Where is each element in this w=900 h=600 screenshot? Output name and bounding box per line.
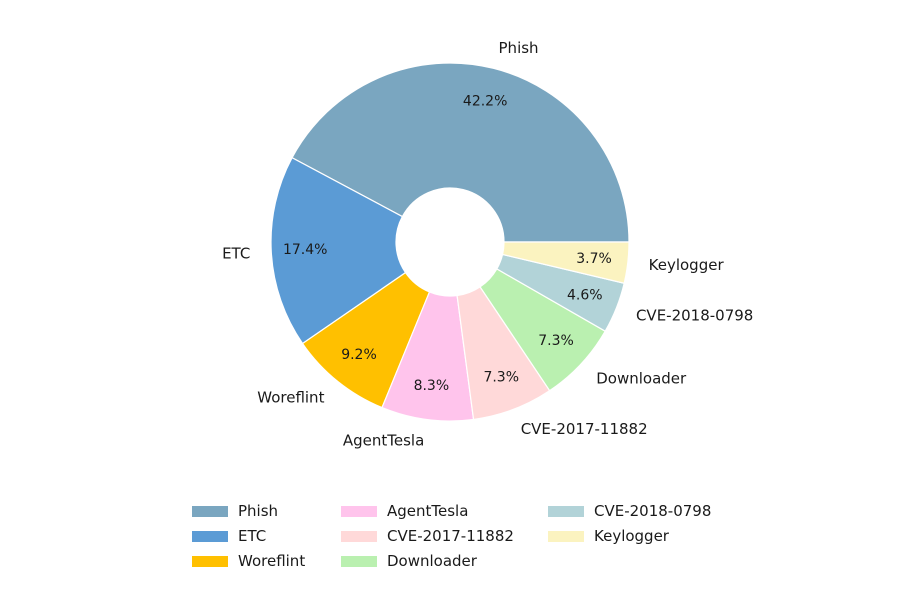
- legend-label-cve-2017-11882: CVE-2017-11882: [387, 527, 514, 545]
- legend-item-woreflint: Woreflint: [192, 552, 305, 570]
- category-label-cve-2018-0798: CVE-2018-0798: [636, 307, 753, 325]
- category-label-downloader: Downloader: [596, 369, 687, 387]
- legend-item-keylogger: Keylogger: [548, 527, 670, 545]
- category-label-woreflint: Woreflint: [257, 389, 324, 407]
- legend-item-cve-2018-0798: CVE-2018-0798: [548, 502, 711, 520]
- percent-labels-layer: 42.2% 17.4% 9.2% 8.3% 7.3% 7.3% 4.6% 3.7%: [283, 93, 612, 393]
- percent-label-keylogger: 3.7%: [576, 251, 612, 267]
- legend-swatch-downloader: [341, 556, 377, 567]
- legend-label-cve-2018-0798: CVE-2018-0798: [594, 502, 711, 520]
- slice-keylogger: [501, 241, 630, 284]
- category-label-agenttesla: AgentTesla: [343, 431, 424, 449]
- category-label-phish: Phish: [499, 39, 539, 57]
- category-labels-layer: Phish ETC Woreflint AgentTesla CVE-2017-1188…: [222, 39, 753, 449]
- percent-label-cve-2018-0798: 4.6%: [567, 287, 603, 303]
- legend-swatch-cve-2018-0798: [548, 506, 584, 517]
- category-label-etc: ETC: [222, 244, 250, 262]
- legend-swatch-keylogger: [548, 531, 584, 542]
- slice-etc: [270, 156, 407, 345]
- slice-phish: [291, 62, 630, 243]
- legend-swatch-cve-2017-11882: [341, 531, 377, 542]
- legend-swatch-woreflint: [192, 556, 228, 567]
- legend-swatch-phish: [192, 506, 228, 517]
- percent-label-phish: 42.2%: [463, 93, 507, 109]
- slices-layer: [270, 62, 630, 422]
- legend-item-phish: Phish: [192, 502, 278, 520]
- legend-swatch-etc: [192, 531, 228, 542]
- legend-label-agenttesla: AgentTesla: [387, 502, 468, 520]
- percent-label-etc: 17.4%: [283, 242, 327, 258]
- legend: Phish ETC Woreflint AgentTesla CVE-2017-1188…: [192, 502, 711, 570]
- legend-item-etc: ETC: [192, 527, 266, 545]
- legend-item-downloader: Downloader: [341, 552, 478, 570]
- legend-label-etc: ETC: [238, 527, 266, 545]
- percent-label-agenttesla: 8.3%: [414, 378, 450, 394]
- category-label-cve-2017-11882: CVE-2017-11882: [521, 420, 648, 438]
- legend-swatch-agenttesla: [341, 506, 377, 517]
- category-label-keylogger: Keylogger: [649, 256, 725, 274]
- percent-label-cve-2017-11882: 7.3%: [483, 370, 519, 386]
- legend-label-keylogger: Keylogger: [594, 527, 670, 545]
- percent-label-downloader: 7.3%: [538, 333, 574, 349]
- legend-item-cve-2017-11882: CVE-2017-11882: [341, 527, 514, 545]
- legend-label-downloader: Downloader: [387, 552, 478, 570]
- percent-label-woreflint: 9.2%: [341, 347, 377, 363]
- legend-label-phish: Phish: [238, 502, 278, 520]
- legend-label-woreflint: Woreflint: [238, 552, 305, 570]
- legend-item-agenttesla: AgentTesla: [341, 502, 468, 520]
